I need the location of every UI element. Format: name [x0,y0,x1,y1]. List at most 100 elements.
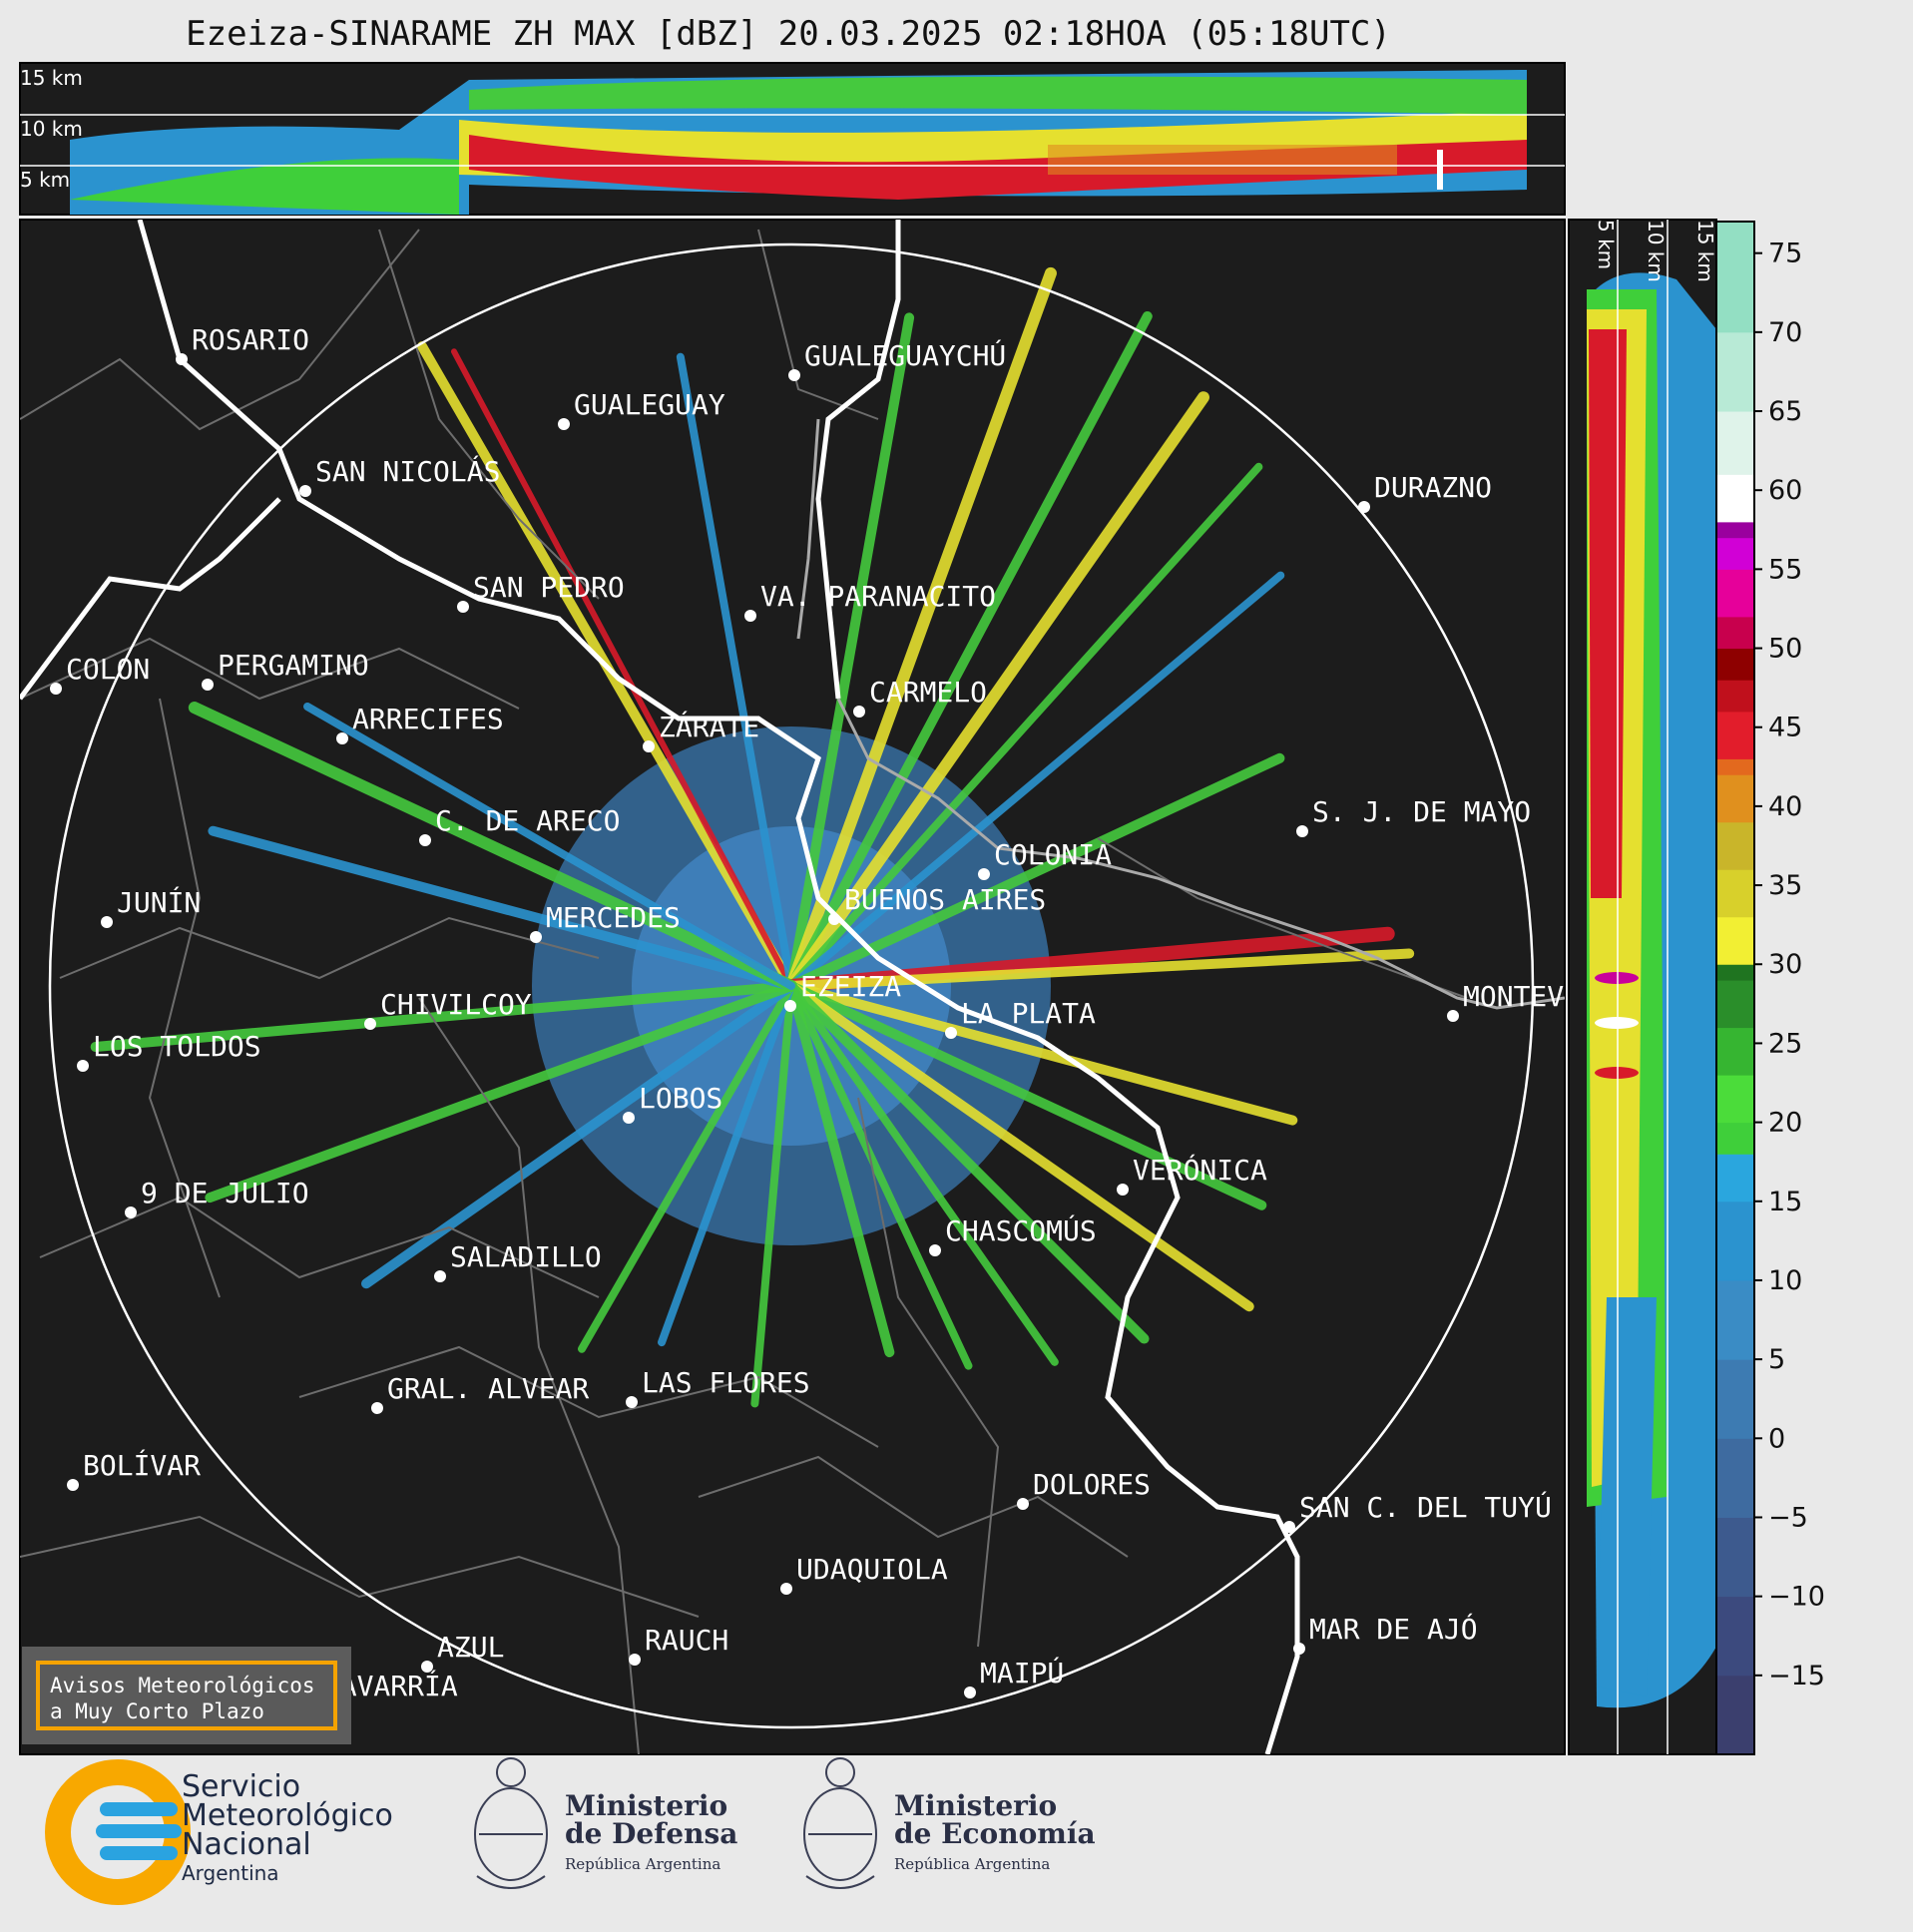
city-marker [1017,1498,1029,1510]
smn-line2: Meteorológico [182,1798,393,1833]
city-label: COLON [66,653,150,686]
city-label: MAIPÚ [980,1656,1064,1690]
city-veronica: VERÓNICA [1117,1153,1267,1196]
warning-box-line1: Avisos Meteorológicos [50,1674,315,1697]
smn-line4: Argentina [182,1861,279,1885]
side-alt-label-5: 5 km [1594,220,1618,269]
colorbar-tick-label: 55 [1768,554,1802,585]
city-gualeguaychu: GUALEGUAYCHÚ [788,338,1006,381]
city-marker [457,601,469,613]
colorbar-segment [1716,1517,1754,1598]
colorbar-segment [1716,648,1754,681]
city-udaquiola: UDAQUIOLA [780,1553,948,1595]
economia-line2: de Economía [894,1817,1096,1850]
city-san-nicolas: SAN NICOLÁS [299,454,500,497]
colorbar-tick-label: 60 [1768,475,1802,506]
city-montevideo: MONTEVIDEO [1447,980,1632,1022]
colorbar-segment [1716,1122,1754,1155]
city-marker [788,369,800,381]
city-colon: COLON [50,653,150,695]
city-label: JUNÍN [117,885,201,919]
warning-box[interactable]: Avisos Meteorológicos a Muy Corto Plazo [36,1661,337,1730]
ministerio-defensa: Ministerio de Defensa República Argentin… [565,1792,737,1932]
city-marker [626,1396,638,1408]
city-marker [419,834,431,846]
top-alt-label-10: 10 km [20,117,83,141]
city-ezeiza: EZEIZA [784,970,901,1012]
city-marker [421,1661,433,1673]
city-lobos: LOBOS [623,1082,722,1124]
city-label: SAN PEDRO [473,571,625,604]
city-label: LAS FLORES [642,1366,810,1399]
city-label: LOS TOLDOS [93,1030,261,1063]
city-label: EZEIZA [800,970,901,1003]
city-markers: ROSARIO GUALEGUAYCHÚ GUALEGUAY SAN NICOLÁS D… [50,323,1632,1711]
colorbar-segment [1716,331,1754,412]
city-gral-alvear: GRAL. ALVEAR [371,1372,589,1414]
colorbar-segment [1716,474,1754,523]
city-arrecifes: ARRECIFES [336,703,504,744]
colorbar-tick-label: 65 [1768,396,1802,427]
city-zarate: ZÁRATE [643,710,759,752]
colorbar-segment [1716,980,1754,1029]
city-label: C. DE ARECO [435,804,620,837]
city-marker [299,485,311,497]
colorbar-tick-label: 25 [1768,1028,1802,1059]
smn-line1: Servicio [182,1769,301,1804]
city-label: LOBOS [639,1082,722,1115]
city-pergamino: PERGAMINO [202,649,369,691]
city-label: GRAL. ALVEAR [387,1372,589,1405]
city-label: PERGAMINO [218,649,369,682]
defensa-line2: de Defensa [565,1817,738,1850]
colorbar-segment [1716,569,1754,618]
colorbar-segment [1716,680,1754,713]
side-alt-label-15: 15 km [1693,220,1717,282]
smn-name: Servicio Meteorológico Nacional Argentin… [182,1772,393,1912]
city-marker [336,732,348,744]
city-marker [1296,825,1308,837]
admin-boundaries [20,229,1468,1754]
city-label: SAN NICOLÁS [315,454,500,488]
city-marker [434,1270,446,1282]
colorbar-tick-label: 0 [1768,1423,1785,1454]
city-label: LA PLATA [961,997,1096,1030]
colorbar-segment [1716,821,1754,870]
city-azul: AZUL [421,1631,504,1673]
colorbar-tick-label: −15 [1768,1661,1825,1691]
city-marker [623,1112,635,1124]
colorbar-segment [1716,1279,1754,1360]
city-label: MAR DE AJÓ [1309,1612,1478,1646]
colorbar-tick-label: 30 [1768,949,1802,980]
city-label: MONTEVIDEO [1463,980,1632,1013]
city-marker [176,353,188,365]
colorbar-tick-label: 35 [1768,870,1802,901]
colorbar-segment [1716,1596,1754,1677]
city-marker [828,913,840,925]
colorbar-segment [1716,1438,1754,1518]
colorbar-tick-label: 5 [1768,1344,1785,1375]
city-marker [1293,1643,1305,1655]
city-marker [945,1027,957,1039]
city-label: AZUL [437,1631,504,1664]
city-label: S. J. DE MAYO [1312,795,1531,828]
city-gualeguay: GUALEGUAY [558,388,725,430]
city-marker [364,1018,376,1030]
city-mercedes: MERCEDES [530,901,681,943]
city-marker [744,610,756,622]
city-label: 9 DE JULIO [141,1177,309,1209]
city-mar-de-ajo: MAR DE AJÓ [1293,1612,1478,1655]
city-junin: JUNÍN [101,885,201,928]
ministerio-economia: Ministerio de Economía República Argenti… [894,1792,1096,1932]
smn-logo [45,1759,191,1905]
city-marker [978,868,990,880]
city-label: CHIVILCOY [380,988,532,1021]
page-title: Ezeiza-SINARAME ZH MAX [dBZ] 20.03.2025 … [186,14,1391,54]
city-label: ZÁRATE [659,710,759,743]
city-rauch: RAUCH [629,1624,728,1666]
warning-box-line2: a Muy Corto Plazo [50,1699,264,1723]
range-ring [48,242,1535,1729]
city-label: VERÓNICA [1133,1153,1267,1187]
colorbar-segment [1716,1075,1754,1124]
city-label: COLONIA [994,838,1112,871]
